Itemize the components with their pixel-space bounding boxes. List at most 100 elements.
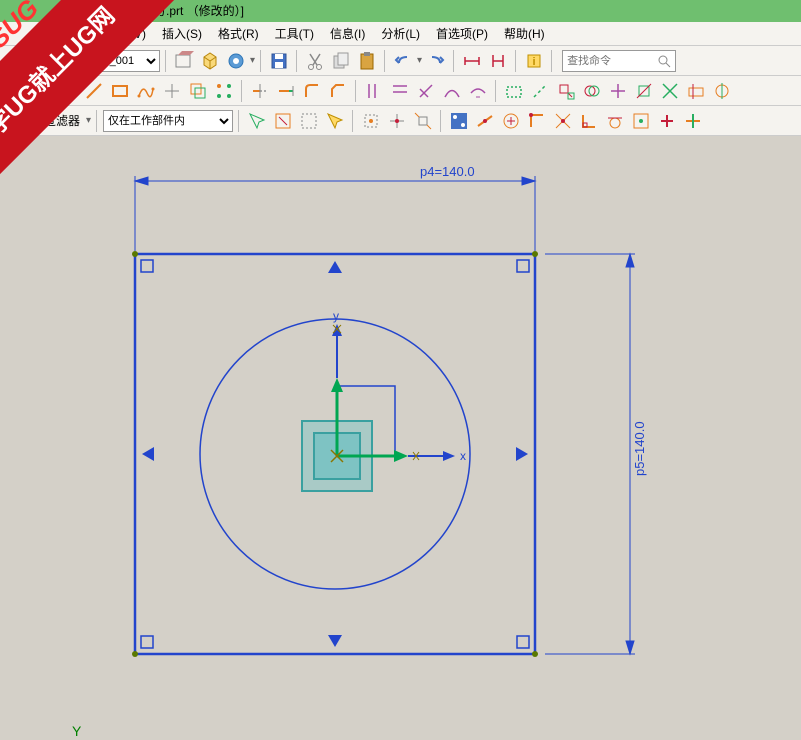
separator [260, 50, 262, 72]
dimension-top: p4=140.0 [135, 164, 535, 251]
separator [453, 50, 455, 72]
separator [551, 50, 553, 72]
separator [96, 110, 98, 132]
separator [296, 50, 298, 72]
rectangle-icon[interactable] [108, 79, 132, 103]
scope-select[interactable]: 仅在工作部件内 [103, 110, 233, 132]
dimension-right: p5=140.0 [545, 254, 647, 654]
sketch-select[interactable]: SKETCH_001 [60, 50, 160, 72]
snap-quad-icon[interactable] [525, 109, 549, 133]
command-search[interactable] [562, 50, 676, 72]
constraint5-icon[interactable] [466, 79, 490, 103]
menu-info[interactable]: 信息(I) [324, 23, 371, 44]
separator [384, 50, 386, 72]
dropdown-arrow[interactable]: ▾ [86, 115, 91, 126]
menu-format[interactable]: 格式(R) [212, 23, 265, 44]
menu-prefs[interactable]: 首选项(P) [430, 23, 494, 44]
project-icon[interactable] [554, 79, 578, 103]
separator [238, 110, 240, 132]
sketch-canvas[interactable]: p4=140.0 p5=140.0 [0, 136, 801, 740]
snap-mid-icon[interactable] [473, 109, 497, 133]
constraint-icon[interactable] [486, 49, 510, 73]
snap-misc-icon[interactable] [681, 109, 705, 133]
dropdown-arrow[interactable]: ▾ [417, 55, 422, 66]
copy-icon[interactable] [329, 49, 353, 73]
menu-bar: 视图(V) 插入(S) 格式(R) 工具(T) 信息(I) 分析(L) 首选项(… [0, 22, 801, 46]
svg-text:Y: Y [72, 723, 82, 739]
ref-plane-icon[interactable] [502, 79, 526, 103]
separator [440, 110, 442, 132]
orient-view-icon[interactable] [172, 49, 196, 73]
snap3-icon[interactable] [411, 109, 435, 133]
misc5-icon[interactable] [710, 79, 734, 103]
undo-icon[interactable] [391, 49, 415, 73]
toolbar-2 [0, 76, 801, 106]
offset-icon[interactable] [186, 79, 210, 103]
snap-perp-icon[interactable] [577, 109, 601, 133]
arc-icon[interactable] [56, 79, 80, 103]
extend-icon[interactable] [274, 79, 298, 103]
menu-help[interactable]: 帮助(H) [498, 23, 551, 44]
pattern-icon[interactable] [212, 79, 236, 103]
menu-view[interactable]: 视图(V) [100, 23, 152, 44]
point-icon[interactable] [160, 79, 184, 103]
toolbar-1: SKETCH_001 ▾ ▾ i [0, 46, 801, 76]
constraint4-icon[interactable] [440, 79, 464, 103]
title-bar: 圆地方.prt （修改的）] [0, 0, 801, 22]
misc4-icon[interactable] [684, 79, 708, 103]
snap-tan-icon[interactable] [603, 109, 627, 133]
command-search-input[interactable] [567, 55, 657, 67]
toolbar-3: 有选择过滤器 ▾ 仅在工作部件内 [0, 106, 801, 136]
snap-ctr-icon[interactable] [499, 109, 523, 133]
intersect-icon[interactable] [580, 79, 604, 103]
menu-insert[interactable]: 插入(S) [156, 23, 208, 44]
misc1-icon[interactable] [606, 79, 630, 103]
redo-icon[interactable] [424, 49, 448, 73]
save-icon[interactable] [267, 49, 291, 73]
circle-icon[interactable] [30, 79, 54, 103]
info-icon[interactable]: i [522, 49, 546, 73]
snap-plus-icon[interactable] [655, 109, 679, 133]
filter-label: 有选择过滤器 [4, 112, 84, 129]
misc3-icon[interactable] [658, 79, 682, 103]
search-icon [657, 54, 671, 68]
dimension-icon[interactable] [460, 49, 484, 73]
separator [352, 110, 354, 132]
trim-icon[interactable] [248, 79, 272, 103]
profile-icon[interactable] [4, 79, 28, 103]
menu-analysis[interactable]: 分析(L) [375, 23, 426, 44]
separator [355, 80, 357, 102]
spline-icon[interactable] [134, 79, 158, 103]
sel1-icon[interactable] [245, 109, 269, 133]
snap1-icon[interactable] [359, 109, 383, 133]
dim-right-text: p5=140.0 [632, 421, 647, 476]
misc2-icon[interactable] [632, 79, 656, 103]
line-icon[interactable] [82, 79, 106, 103]
snap2-icon[interactable] [385, 109, 409, 133]
cut-icon[interactable] [303, 49, 327, 73]
snap-end-icon[interactable] [447, 109, 471, 133]
ref-axis-icon[interactable] [528, 79, 552, 103]
chamfer-icon[interactable] [326, 79, 350, 103]
sketch-svg: p4=140.0 p5=140.0 [0, 136, 801, 740]
sel2-icon[interactable] [271, 109, 295, 133]
cube-icon[interactable] [198, 49, 222, 73]
separator [165, 50, 167, 72]
constraint2-icon[interactable] [388, 79, 412, 103]
menu-tools[interactable]: 工具(T) [269, 23, 320, 44]
axis-x-label: x [460, 449, 466, 463]
sel3-icon[interactable] [297, 109, 321, 133]
svg-text:i: i [533, 56, 536, 68]
constraint3-icon[interactable] [414, 79, 438, 103]
separator [241, 80, 243, 102]
dim-top-text: p4=140.0 [420, 164, 475, 179]
settings-icon[interactable] [224, 49, 248, 73]
constraint1-icon[interactable] [362, 79, 386, 103]
window-title: 圆地方.prt （修改的）] [130, 4, 244, 18]
snap-int-icon[interactable] [551, 109, 575, 133]
snap-near-icon[interactable] [629, 109, 653, 133]
fillet-icon[interactable] [300, 79, 324, 103]
dropdown-arrow[interactable]: ▾ [250, 55, 255, 66]
sel4-icon[interactable] [323, 109, 347, 133]
paste-icon[interactable] [355, 49, 379, 73]
